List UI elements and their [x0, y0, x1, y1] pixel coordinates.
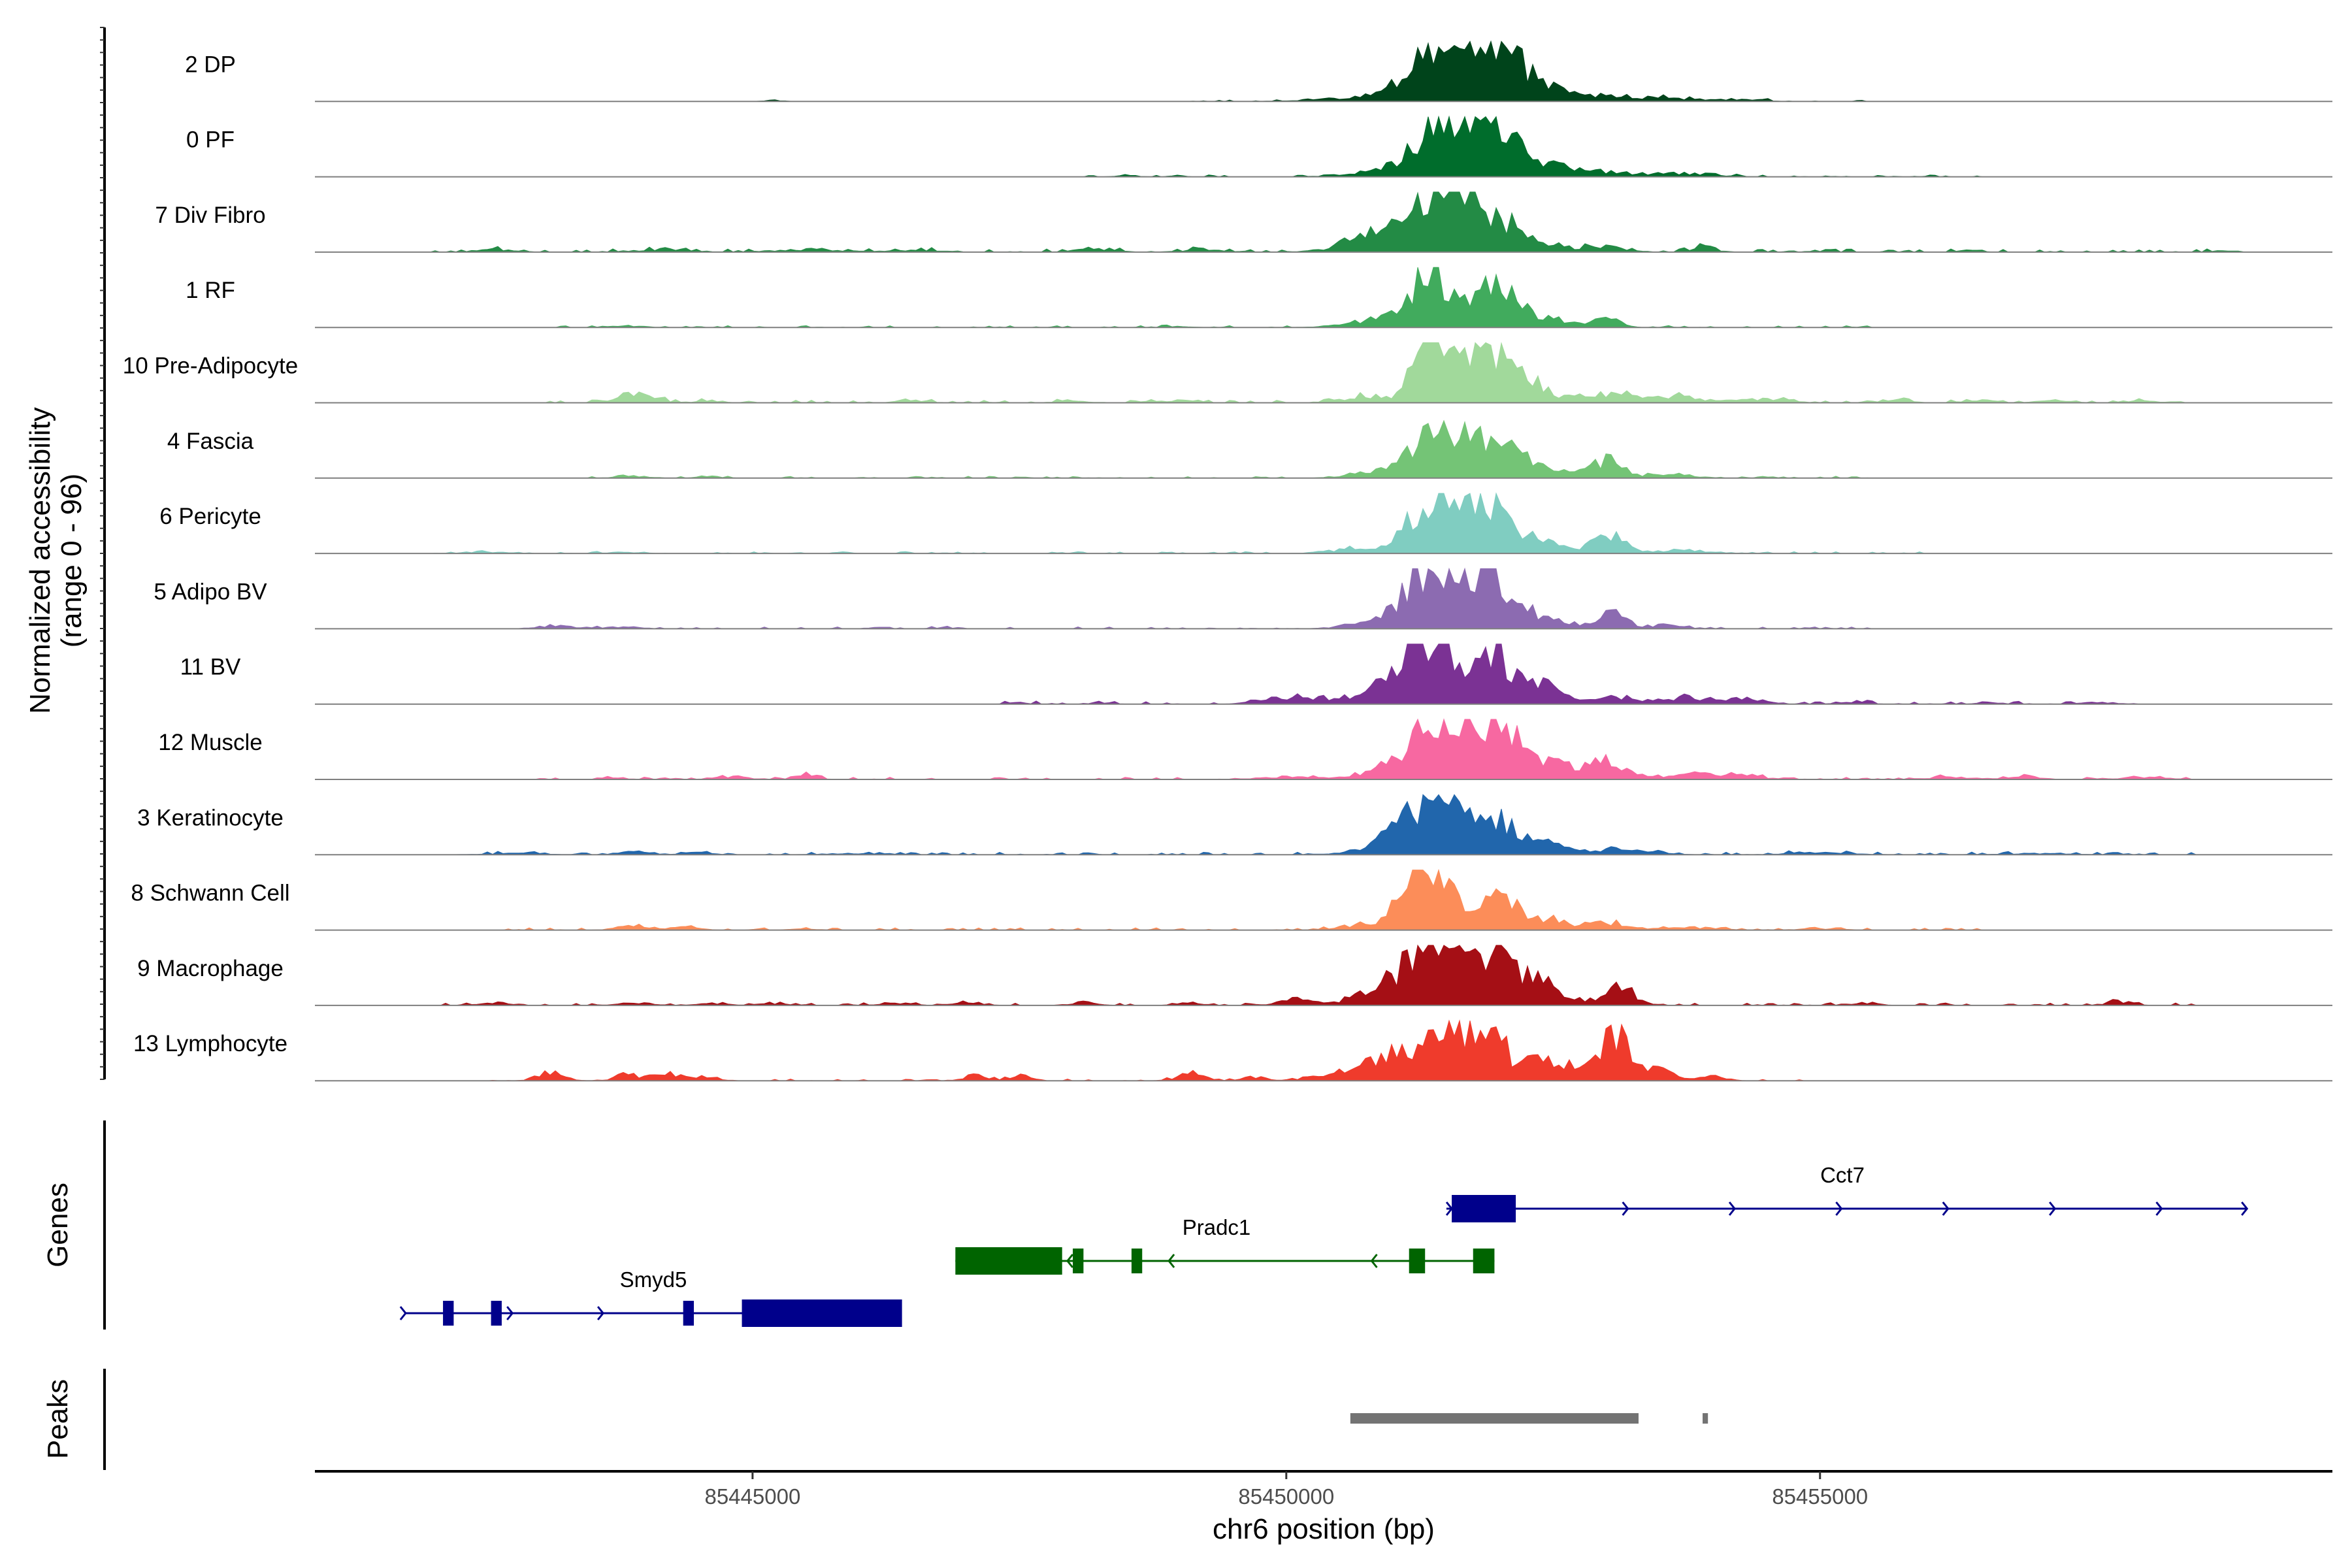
gene-exon: [491, 1301, 502, 1326]
gene-exon: [955, 1247, 1062, 1275]
genes-panel-title: Genes: [42, 1183, 74, 1267]
track-label: 2 DP: [185, 52, 236, 77]
strand-arrow: [890, 1306, 898, 1320]
coverage-area: [315, 267, 2332, 328]
track-label: 5 Adipo BV: [154, 579, 267, 604]
coverage-track: 5 Adipo BV: [154, 567, 2332, 630]
gene-exon: [1473, 1249, 1495, 1273]
gene-exon: [1452, 1195, 1516, 1222]
track-label: 3 Keratinocyte: [137, 805, 284, 830]
strand-arrow: [1445, 1201, 1453, 1216]
coverage-track: 4 Fascia: [167, 419, 2332, 479]
peaks-panel-title: Peaks: [42, 1379, 74, 1459]
strand-arrow: [1728, 1201, 1736, 1216]
track-label: 13 Lymphocyte: [133, 1031, 287, 1056]
gene-exon: [1409, 1249, 1426, 1273]
gene-label: Smyd5: [620, 1267, 687, 1292]
gene-label: Cct7: [1820, 1163, 1865, 1187]
coverage-area: [315, 944, 2332, 1006]
coverage-track: 11 BV: [180, 644, 2332, 705]
coverage-track: 7 Div Fibro: [155, 191, 2332, 253]
gene-model: Smyd5: [399, 1267, 902, 1327]
x-axis-ticks: 85445000 85450000 85455000: [704, 1471, 1868, 1509]
track-label: 12 Muscle: [158, 730, 263, 755]
strand-arrow: [1370, 1254, 1378, 1268]
track-label: 7 Div Fibro: [155, 203, 265, 228]
gene-model: Pradc1: [955, 1215, 1495, 1275]
coverage-tracks: 2 DP 0 PF 7 Div Fibro 1 RF 10 Pre-Adipocyte 4…: [123, 40, 2332, 1082]
coverage-track: 12 Muscle: [158, 718, 2332, 780]
coverage-track: 3 Keratinocyte: [137, 794, 2332, 856]
strand-arrow: [1942, 1201, 1950, 1216]
x-tick-label: 85450000: [1238, 1484, 1334, 1509]
gene-exon: [1073, 1249, 1084, 1273]
coverage-area: [315, 567, 2332, 629]
coverage-area: [315, 868, 2332, 931]
gene-exon: [1131, 1249, 1143, 1273]
coverage-track: 9 Macrophage: [137, 944, 2332, 1006]
coverage-area: [315, 794, 2332, 855]
strand-arrow: [1066, 1254, 1074, 1268]
peaks-panel: [1350, 1413, 1708, 1424]
strand-arrow: [1622, 1201, 1629, 1216]
coverage-track: 8 Schwann Cell: [131, 868, 2332, 931]
gene-exon: [683, 1301, 694, 1326]
x-tick-label: 85445000: [704, 1484, 800, 1509]
genes-panel: Cct7 Pradc1 Smyd5: [399, 1163, 2249, 1327]
peak-region: [1703, 1413, 1708, 1424]
coverage-y-axis: [100, 27, 106, 1080]
coverage-area: [315, 718, 2332, 780]
track-label: 11 BV: [180, 655, 241, 680]
strand-arrow: [596, 1306, 605, 1320]
gene-label: Pradc1: [1183, 1215, 1251, 1239]
peak-region: [1350, 1413, 1639, 1424]
coverage-track: 6 Pericyte: [159, 492, 2332, 555]
strand-arrow: [2155, 1201, 2163, 1216]
gene-exon: [443, 1301, 454, 1326]
track-label: 9 Macrophage: [137, 956, 284, 981]
x-axis-title: chr6 position (bp): [1213, 1513, 1435, 1545]
strand-arrow: [2049, 1201, 2057, 1216]
coverage-area: [315, 342, 2332, 404]
coverage-track: 10 Pre-Adipocyte: [123, 342, 2332, 404]
coverage-track: 0 PF: [186, 115, 2332, 178]
coverage-area: [315, 115, 2332, 178]
strand-arrow: [399, 1306, 407, 1320]
coverage-area: [315, 40, 2332, 102]
coverage-area: [315, 419, 2332, 479]
track-label: 6 Pericyte: [159, 504, 261, 529]
coverage-track: 1 RF: [186, 267, 2332, 329]
track-label: 0 PF: [186, 127, 235, 153]
coverage-area: [315, 1019, 2332, 1081]
coverage-area: [315, 644, 2332, 705]
gene-model: Cct7: [1445, 1163, 2249, 1222]
y-axis-title-line2: (range 0 - 96): [56, 474, 88, 648]
strand-arrow: [1835, 1201, 1843, 1216]
track-label: 4 Fascia: [167, 429, 254, 454]
track-label: 10 Pre-Adipocyte: [123, 353, 298, 379]
track-label: 1 RF: [186, 278, 235, 303]
track-label: 8 Schwann Cell: [131, 881, 289, 906]
strand-arrow: [1168, 1254, 1175, 1268]
coverage-area: [315, 492, 2332, 554]
strand-arrow: [2241, 1201, 2249, 1216]
coverage-track: 13 Lymphocyte: [133, 1019, 2332, 1082]
strand-arrow: [506, 1306, 514, 1320]
gene-exon: [742, 1299, 902, 1327]
y-axis-title-line1: Normalized accessibility: [24, 407, 56, 713]
x-tick-label: 85455000: [1772, 1484, 1868, 1509]
coverage-track: 2 DP: [185, 40, 2332, 103]
coverage-area: [315, 191, 2332, 253]
